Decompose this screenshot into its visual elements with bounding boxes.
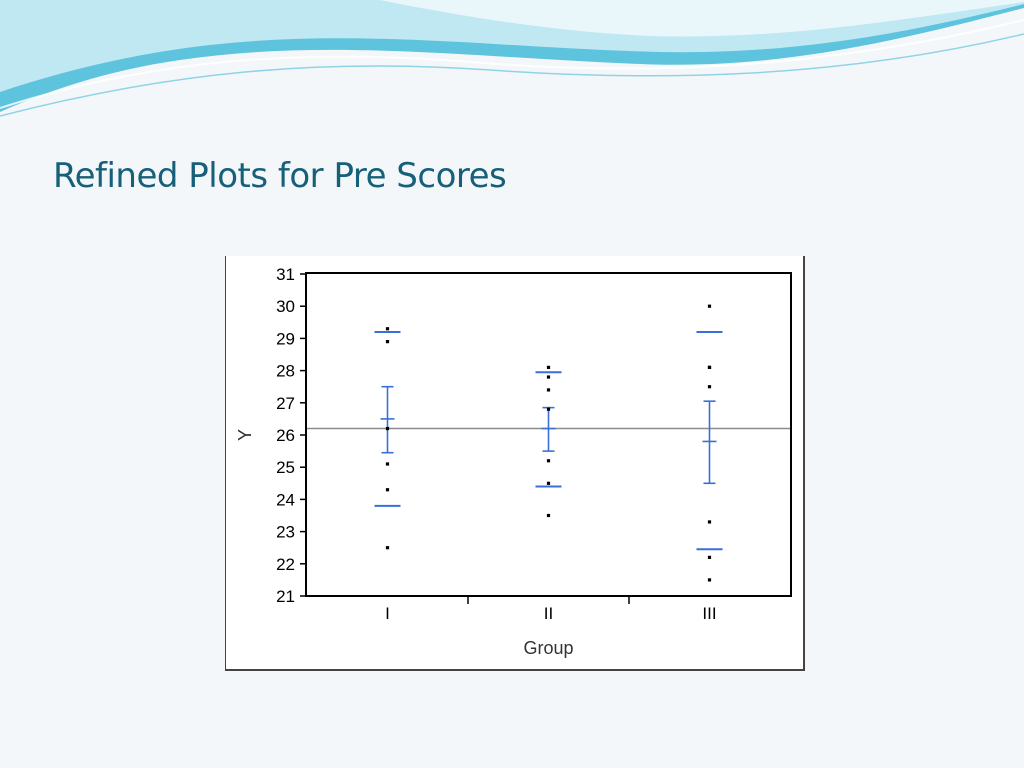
x-tick-label: I xyxy=(385,604,390,623)
y-tick-label: 31 xyxy=(276,265,295,284)
data-point xyxy=(546,375,551,379)
data-point xyxy=(385,327,390,331)
data-point xyxy=(546,481,551,485)
data-point xyxy=(546,407,551,411)
data-point xyxy=(546,388,551,392)
data-point xyxy=(707,520,712,524)
data-point xyxy=(707,365,712,369)
y-tick-label: 29 xyxy=(276,329,295,348)
data-point xyxy=(385,340,390,344)
data-point xyxy=(546,365,551,369)
y-tick-label: 26 xyxy=(276,426,295,445)
wave-highlight xyxy=(380,0,1024,37)
data-point xyxy=(385,426,390,431)
y-tick-label: 30 xyxy=(276,297,295,316)
y-tick-label: 21 xyxy=(276,587,295,606)
x-tick-label: II xyxy=(544,604,553,623)
y-tick-label: 27 xyxy=(276,394,295,413)
chart-frame: 21 22 23 24 25 26 27 28 29 30 31 I II III Group Y xyxy=(225,256,805,671)
data-point xyxy=(546,459,551,463)
data-point xyxy=(385,546,390,550)
y-axis-title: Y xyxy=(235,429,255,441)
data-point xyxy=(707,578,712,582)
data-point xyxy=(385,462,390,466)
y-tick-label: 25 xyxy=(276,458,295,477)
wave-line-2 xyxy=(0,33,1024,117)
x-axis-title: Group xyxy=(523,638,573,658)
y-tick-label: 23 xyxy=(276,523,295,542)
y-tick-label: 24 xyxy=(276,490,295,509)
y-tick-label: 22 xyxy=(276,555,295,574)
y-tick-label: 28 xyxy=(276,362,295,381)
wave-line-1 xyxy=(0,19,1024,109)
slide-header-wave xyxy=(0,0,1024,117)
x-tick-label: III xyxy=(702,604,716,623)
data-point xyxy=(546,513,551,518)
data-point xyxy=(707,304,712,308)
data-point xyxy=(707,385,712,389)
data-point xyxy=(707,555,712,559)
data-point xyxy=(385,488,390,492)
slide-title: Refined Plots for Pre Scores xyxy=(53,156,507,196)
